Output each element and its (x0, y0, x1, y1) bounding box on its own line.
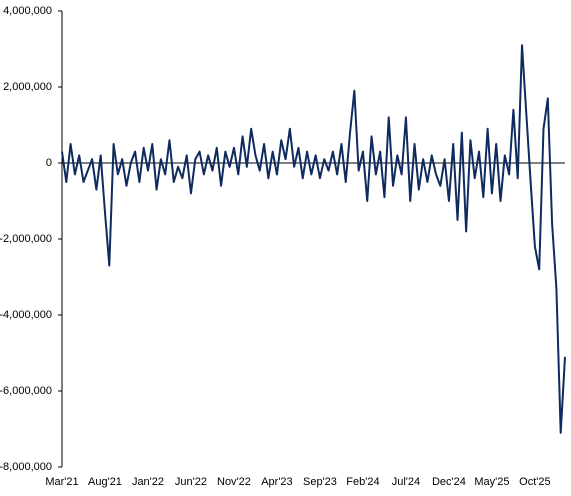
x-tick-label: Sep'23 (303, 476, 337, 488)
x-tick-label: Feb'24 (346, 476, 379, 488)
x-tick-label: Nov'22 (217, 476, 251, 488)
x-tick-label: Aug'21 (88, 476, 122, 488)
y-tick-label: -2,000,000 (0, 233, 52, 245)
x-tick-label: Jan'22 (132, 476, 164, 488)
y-tick-label: -4,000,000 (0, 309, 52, 321)
y-tick-label: 0 (46, 157, 52, 169)
x-tick-label: Jun'22 (175, 476, 207, 488)
x-tick-label: Dec'24 (432, 476, 466, 488)
y-tick-label: -8,000,000 (0, 461, 52, 473)
y-tick-label: 4,000,000 (3, 5, 52, 17)
x-tick-label: Apr'23 (261, 476, 292, 488)
x-tick-label: May'25 (474, 476, 509, 488)
y-tick-label: -6,000,000 (0, 385, 52, 397)
x-tick-label: Mar'21 (45, 476, 78, 488)
data-line (61, 44, 566, 434)
x-tick-label: Oct'25 (519, 476, 550, 488)
y-tick-label: 2,000,000 (3, 81, 52, 93)
x-tick-label: Jul'24 (392, 476, 420, 488)
